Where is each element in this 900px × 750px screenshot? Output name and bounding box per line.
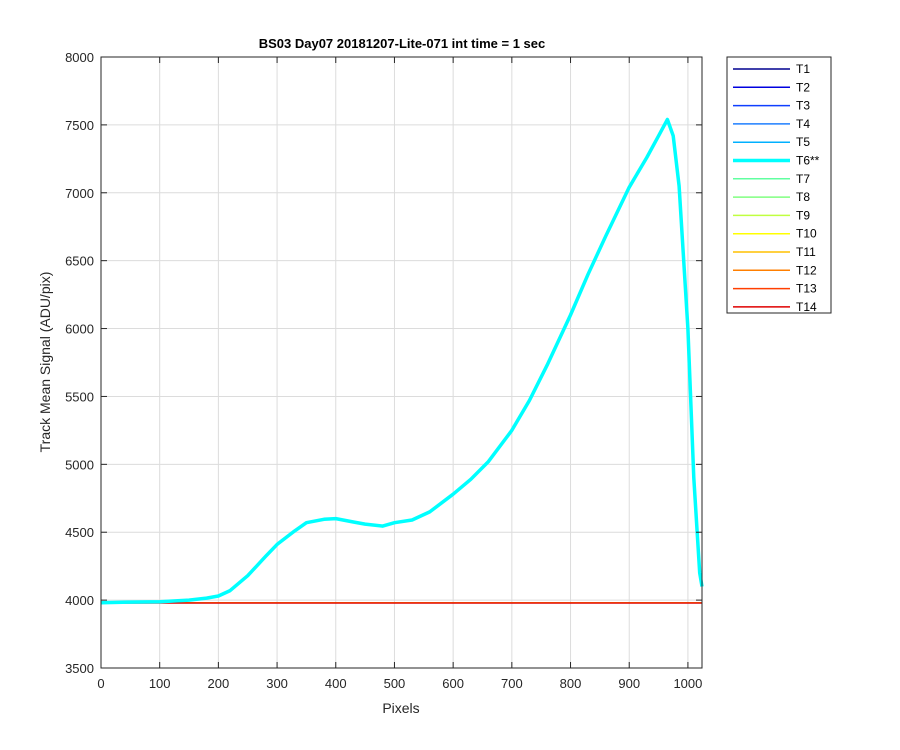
legend-label: T9 [796,208,810,222]
y-tick-label: 6000 [65,322,94,337]
y-tick-label: 6500 [65,254,94,269]
y-tick-label: 3500 [65,661,94,676]
axis-ticks [100,56,702,669]
legend-label: T6** [796,154,820,168]
legend-label: T10 [796,227,817,241]
legend-label: T1 [796,62,810,76]
legend-label: T12 [796,263,817,277]
x-tick-label: 500 [384,676,406,691]
chart-title: BS03 Day07 20181207-Lite-071 int time = … [259,36,546,51]
y-tick-label: 7000 [65,186,94,201]
y-tick-label: 5500 [65,389,94,404]
x-tick-label: 0 [97,676,104,691]
x-tick-label: 800 [560,676,582,691]
legend-label: T8 [796,190,810,204]
y-axis-label: Track Mean Signal (ADU/pix) [37,272,53,453]
x-tick-label: 1000 [673,676,702,691]
y-tick-label: 7500 [65,118,94,133]
legend-label: T3 [796,99,810,113]
series-line-t6 [100,117,704,605]
x-tick-label: 400 [325,676,347,691]
x-tick-label: 300 [266,676,288,691]
legend-label: T5 [796,135,810,149]
y-tick-label: 8000 [65,50,94,65]
y-tick-labels: 3500 4000 4500 5000 5500 6000 6500 7000 7500 8000 [65,50,94,676]
legend-label: T4 [796,117,810,131]
plot-area [101,57,702,668]
x-tick-labels: 0 100 200 300 400 500 600 700 800 900 1000 [97,676,702,691]
y-tick-label: 5000 [65,457,94,472]
legend-label: T7 [796,172,810,186]
x-tick-label: 700 [501,676,523,691]
y-tick-label: 4000 [65,593,94,608]
x-tick-label: 900 [618,676,640,691]
legend: T1 T2 T3 T4 T5 T6** T7 T8 T9 T10 T11 T12 T13 T14 [726,56,832,314]
legend-label: T11 [796,245,816,259]
x-tick-label: 600 [442,676,464,691]
series-lines [100,117,704,605]
x-axis-label: Pixels [382,700,419,716]
legend-label: T13 [796,282,817,296]
x-tick-label: 200 [208,676,230,691]
legend-label: T14 [796,300,817,314]
legend-label: T2 [796,80,810,94]
plot-frame [100,56,703,669]
x-tick-label: 100 [149,676,171,691]
y-tick-label: 4500 [65,525,94,540]
